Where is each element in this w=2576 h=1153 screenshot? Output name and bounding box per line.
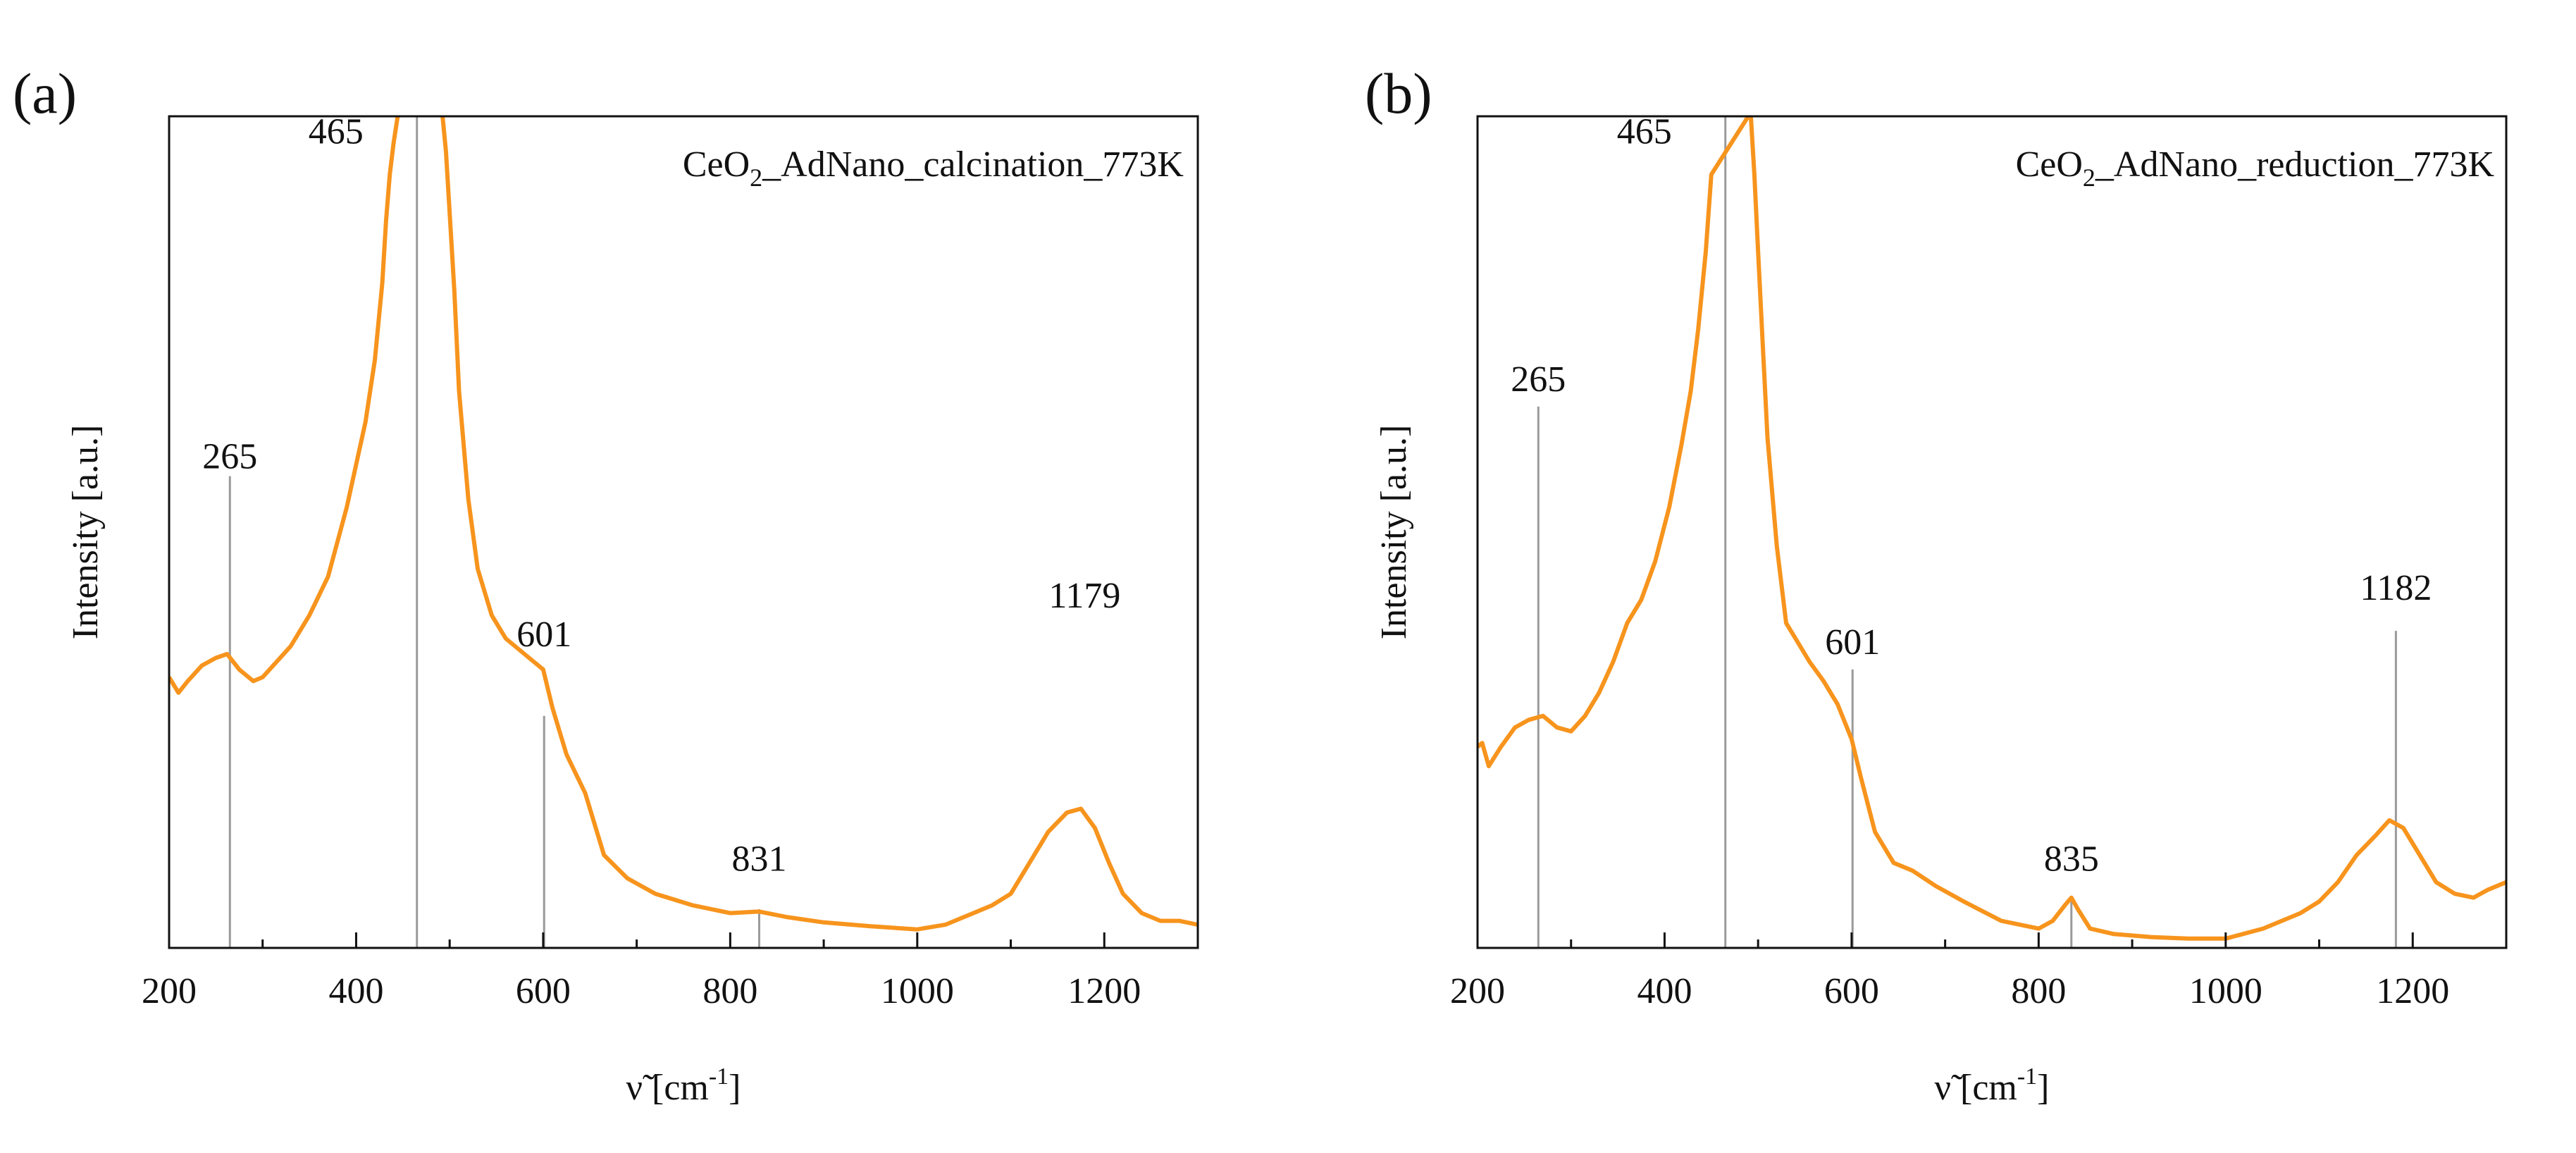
x-tick-label: 400 <box>1637 971 1692 1011</box>
x-axis-tick-labels: 200 400 600 800 1000 1200 <box>1450 971 2449 1011</box>
sample-title: CeO2_AdNano_calcination_773K <box>683 144 1184 192</box>
plot-frame <box>168 115 1199 949</box>
x-axis-ticks <box>168 932 1199 948</box>
panel-label: (b) <box>1365 61 1432 125</box>
peak-marker-lines <box>228 116 761 948</box>
peak-label-601: 601 <box>1825 622 1880 662</box>
x-axis-title: ν̃ [cm-1] <box>1934 1063 2049 1108</box>
peak-label-1179: 1179 <box>1048 576 1120 616</box>
peak-labels: 465 265 601 1179 831 <box>202 112 1120 880</box>
panel-b: (b) 200 400 600 800 1000 1200 465 265 601 1182 83… <box>1365 61 2508 1108</box>
x-tick-label: 600 <box>516 971 571 1011</box>
sample-title: CeO2_AdNano_reduction_773K <box>2016 144 2495 192</box>
x-tick-label: 600 <box>1824 971 1879 1011</box>
panel-label: (a) <box>13 61 77 125</box>
peak-label-1182: 1182 <box>2360 568 2432 608</box>
peak-label-465: 465 <box>309 112 364 152</box>
peak-marker-lines <box>1537 116 2397 948</box>
plot-frame <box>1476 115 2508 949</box>
x-tick-label: 800 <box>702 971 757 1011</box>
peak-label-265: 265 <box>202 437 257 477</box>
peak-label-465: 465 <box>1617 112 1672 152</box>
x-tick-label: 200 <box>1450 971 1505 1011</box>
x-tick-label: 1200 <box>1067 971 1141 1011</box>
peak-label-835: 835 <box>2044 839 2099 879</box>
peak-label-601: 601 <box>516 615 571 655</box>
spectrum-line <box>1478 116 2506 941</box>
x-axis-ticks <box>1476 932 2508 948</box>
x-tick-label: 400 <box>328 971 383 1011</box>
peak-label-831: 831 <box>732 839 787 879</box>
x-axis-tick-labels: 200 400 600 800 1000 1200 <box>142 971 1141 1011</box>
y-axis-title: Intensity [a.u.] <box>66 425 106 640</box>
spectrum-line <box>169 116 1198 932</box>
x-tick-label: 800 <box>2011 971 2066 1011</box>
peak-labels: 465 265 601 1182 835 <box>1511 112 2432 880</box>
y-axis-title: Intensity [a.u.] <box>1374 425 1414 640</box>
panel-a: (a) 200 400 600 800 1000 1200 465 265 601 1179 83… <box>13 61 1199 1108</box>
x-tick-label: 200 <box>142 971 197 1011</box>
x-tick-label: 1000 <box>2189 971 2262 1011</box>
peak-label-265: 265 <box>1511 359 1566 400</box>
x-tick-label: 1200 <box>2376 971 2449 1011</box>
x-tick-label: 1000 <box>881 971 954 1011</box>
x-axis-title: ν̃ [cm-1] <box>626 1063 741 1108</box>
